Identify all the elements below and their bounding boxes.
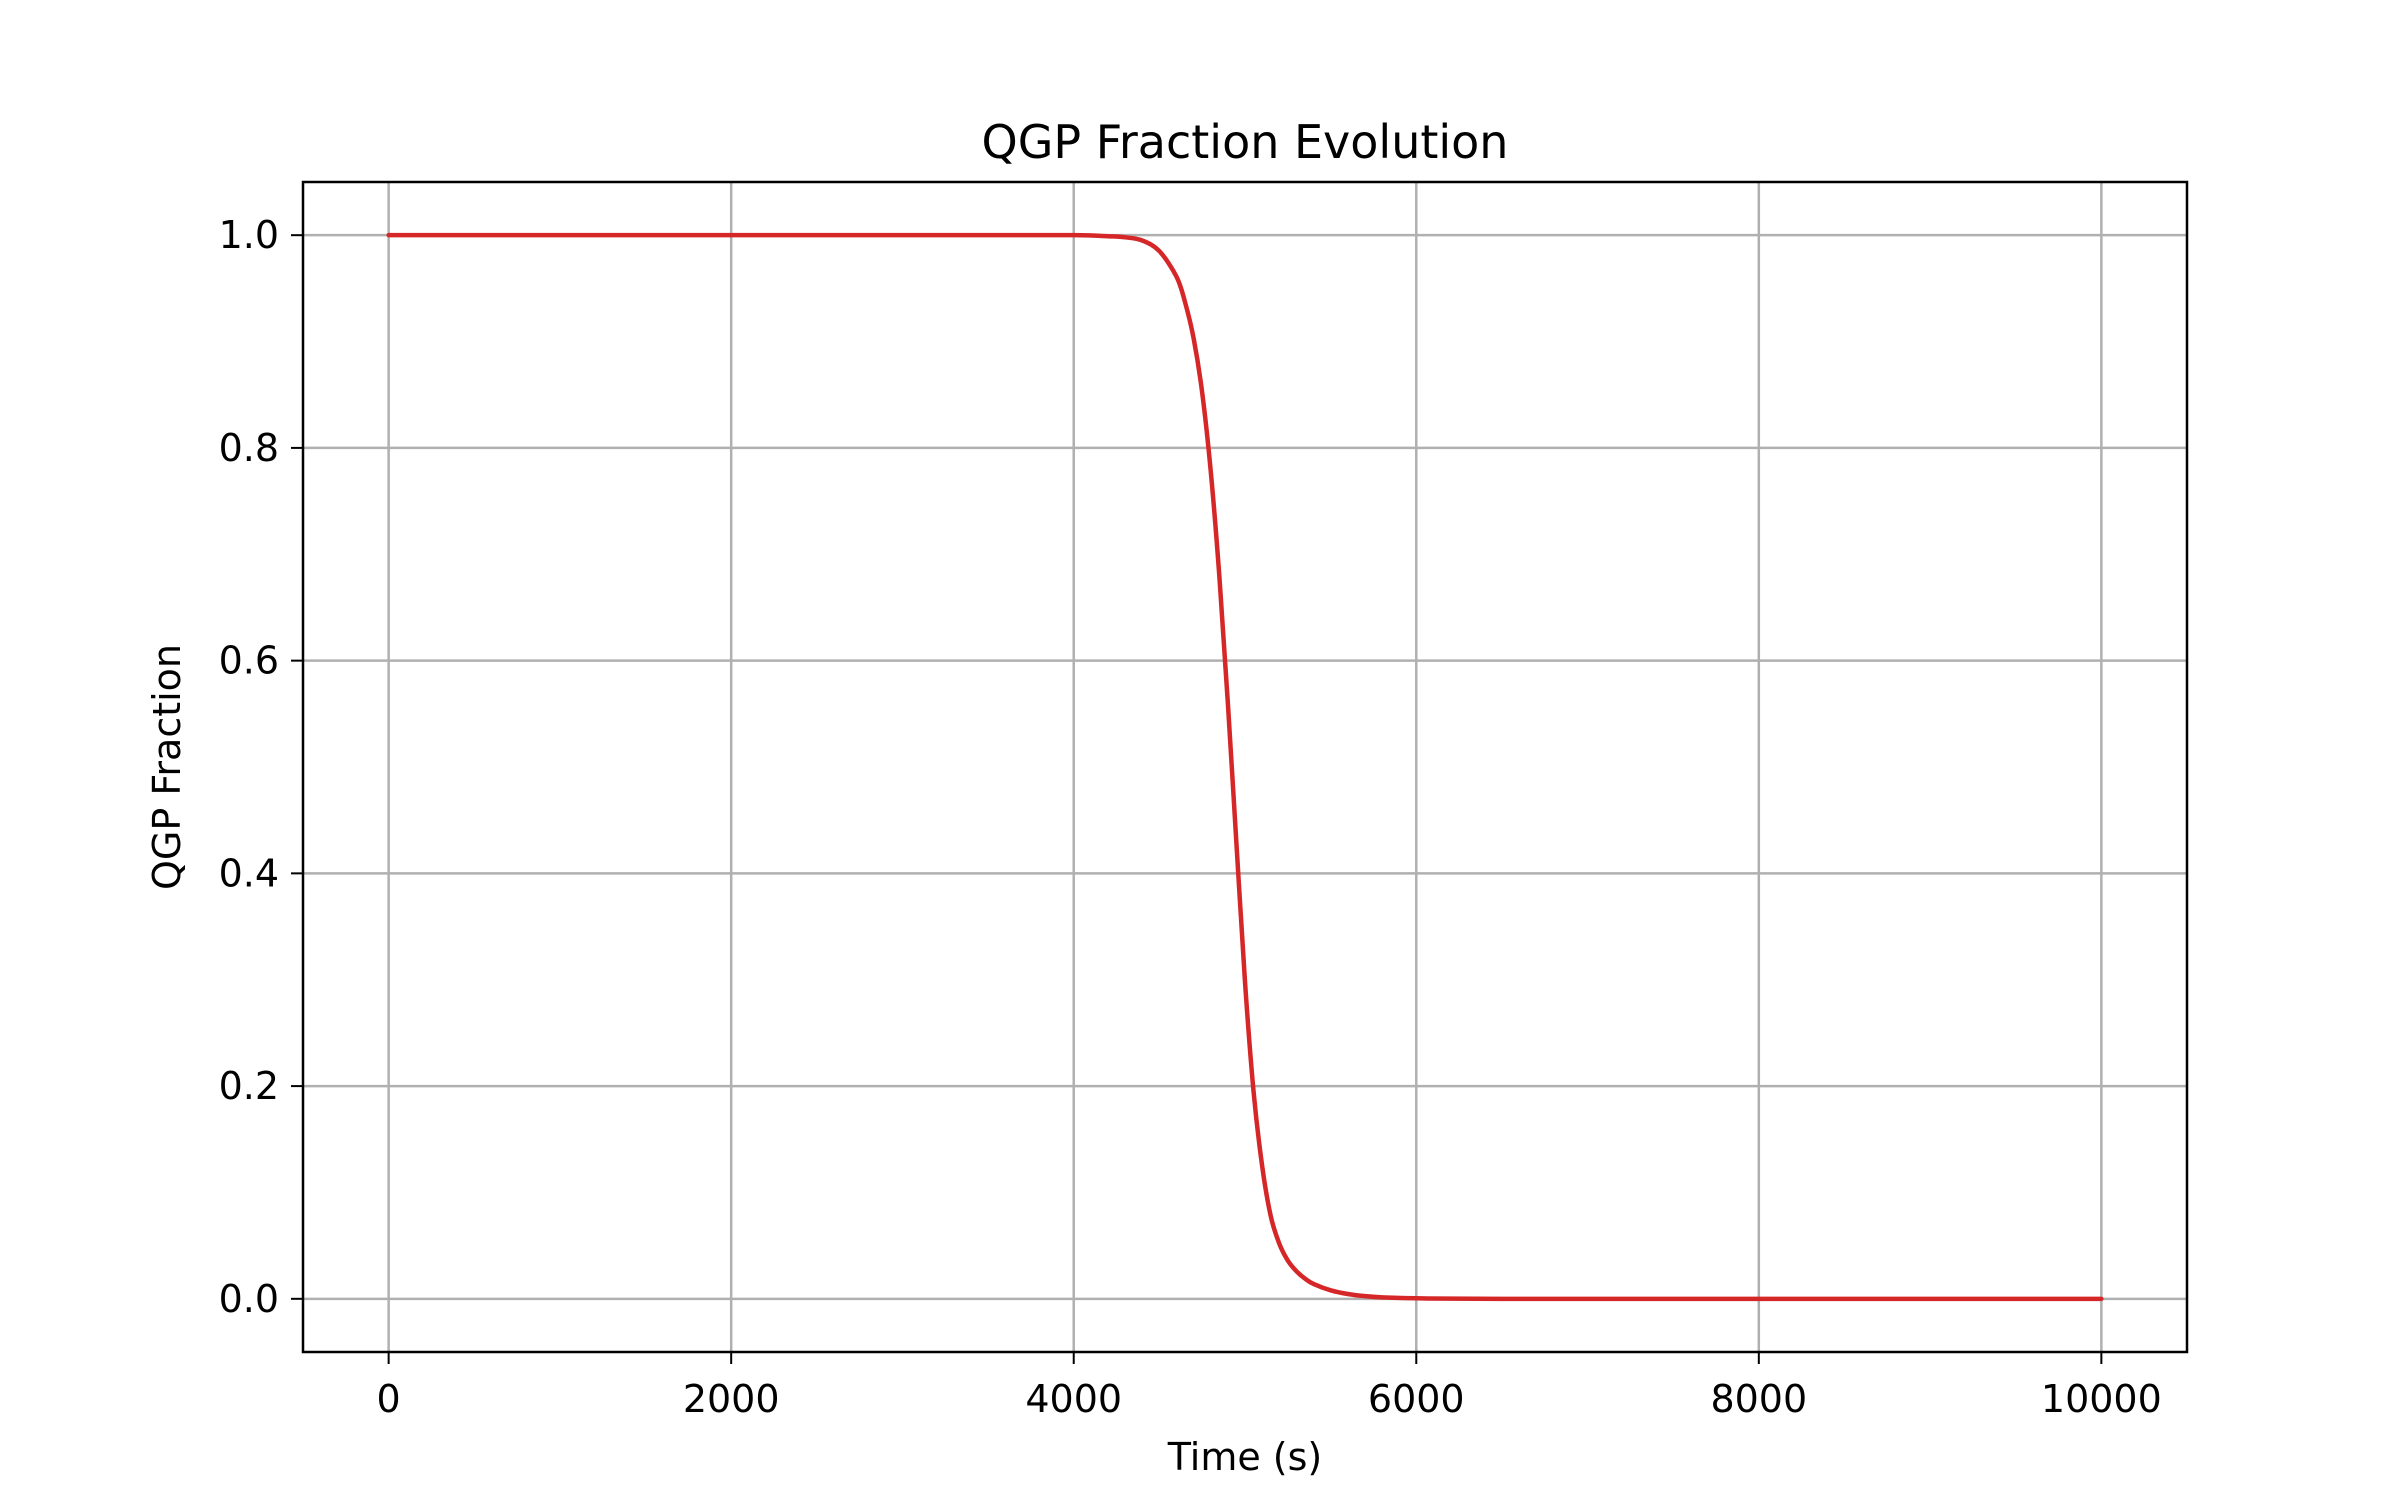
series-layer bbox=[386, 232, 2104, 1302]
y-tick-label: 0.6 bbox=[219, 639, 279, 683]
y-tick-label: 0.0 bbox=[219, 1277, 279, 1321]
x-tick-label: 8000 bbox=[1710, 1377, 1807, 1421]
y-tick-label: 0.4 bbox=[219, 851, 279, 895]
x-tick-label: 0 bbox=[377, 1377, 401, 1421]
series-line bbox=[386, 232, 2104, 1302]
chart-title: QGP Fraction Evolution bbox=[982, 115, 1509, 169]
y-tick-label: 0.8 bbox=[219, 426, 279, 470]
x-axis-label: Time (s) bbox=[1167, 1435, 1323, 1479]
x-tick-label: 2000 bbox=[683, 1377, 780, 1421]
y-tick-label: 0.2 bbox=[219, 1064, 279, 1108]
plot-frame bbox=[301, 180, 2189, 1354]
x-tick-label: 6000 bbox=[1368, 1377, 1465, 1421]
x-tick-label: 10000 bbox=[2041, 1377, 2162, 1421]
y-axis-label: QGP Fraction bbox=[145, 644, 189, 890]
y-tick-label: 1.0 bbox=[219, 213, 279, 257]
x-tick-label: 4000 bbox=[1025, 1377, 1122, 1421]
ticks: 0 2000 4000 6000 8000 10000 0.0 0.2 0.4 0.6 0.8 1.0 bbox=[219, 213, 2162, 1421]
